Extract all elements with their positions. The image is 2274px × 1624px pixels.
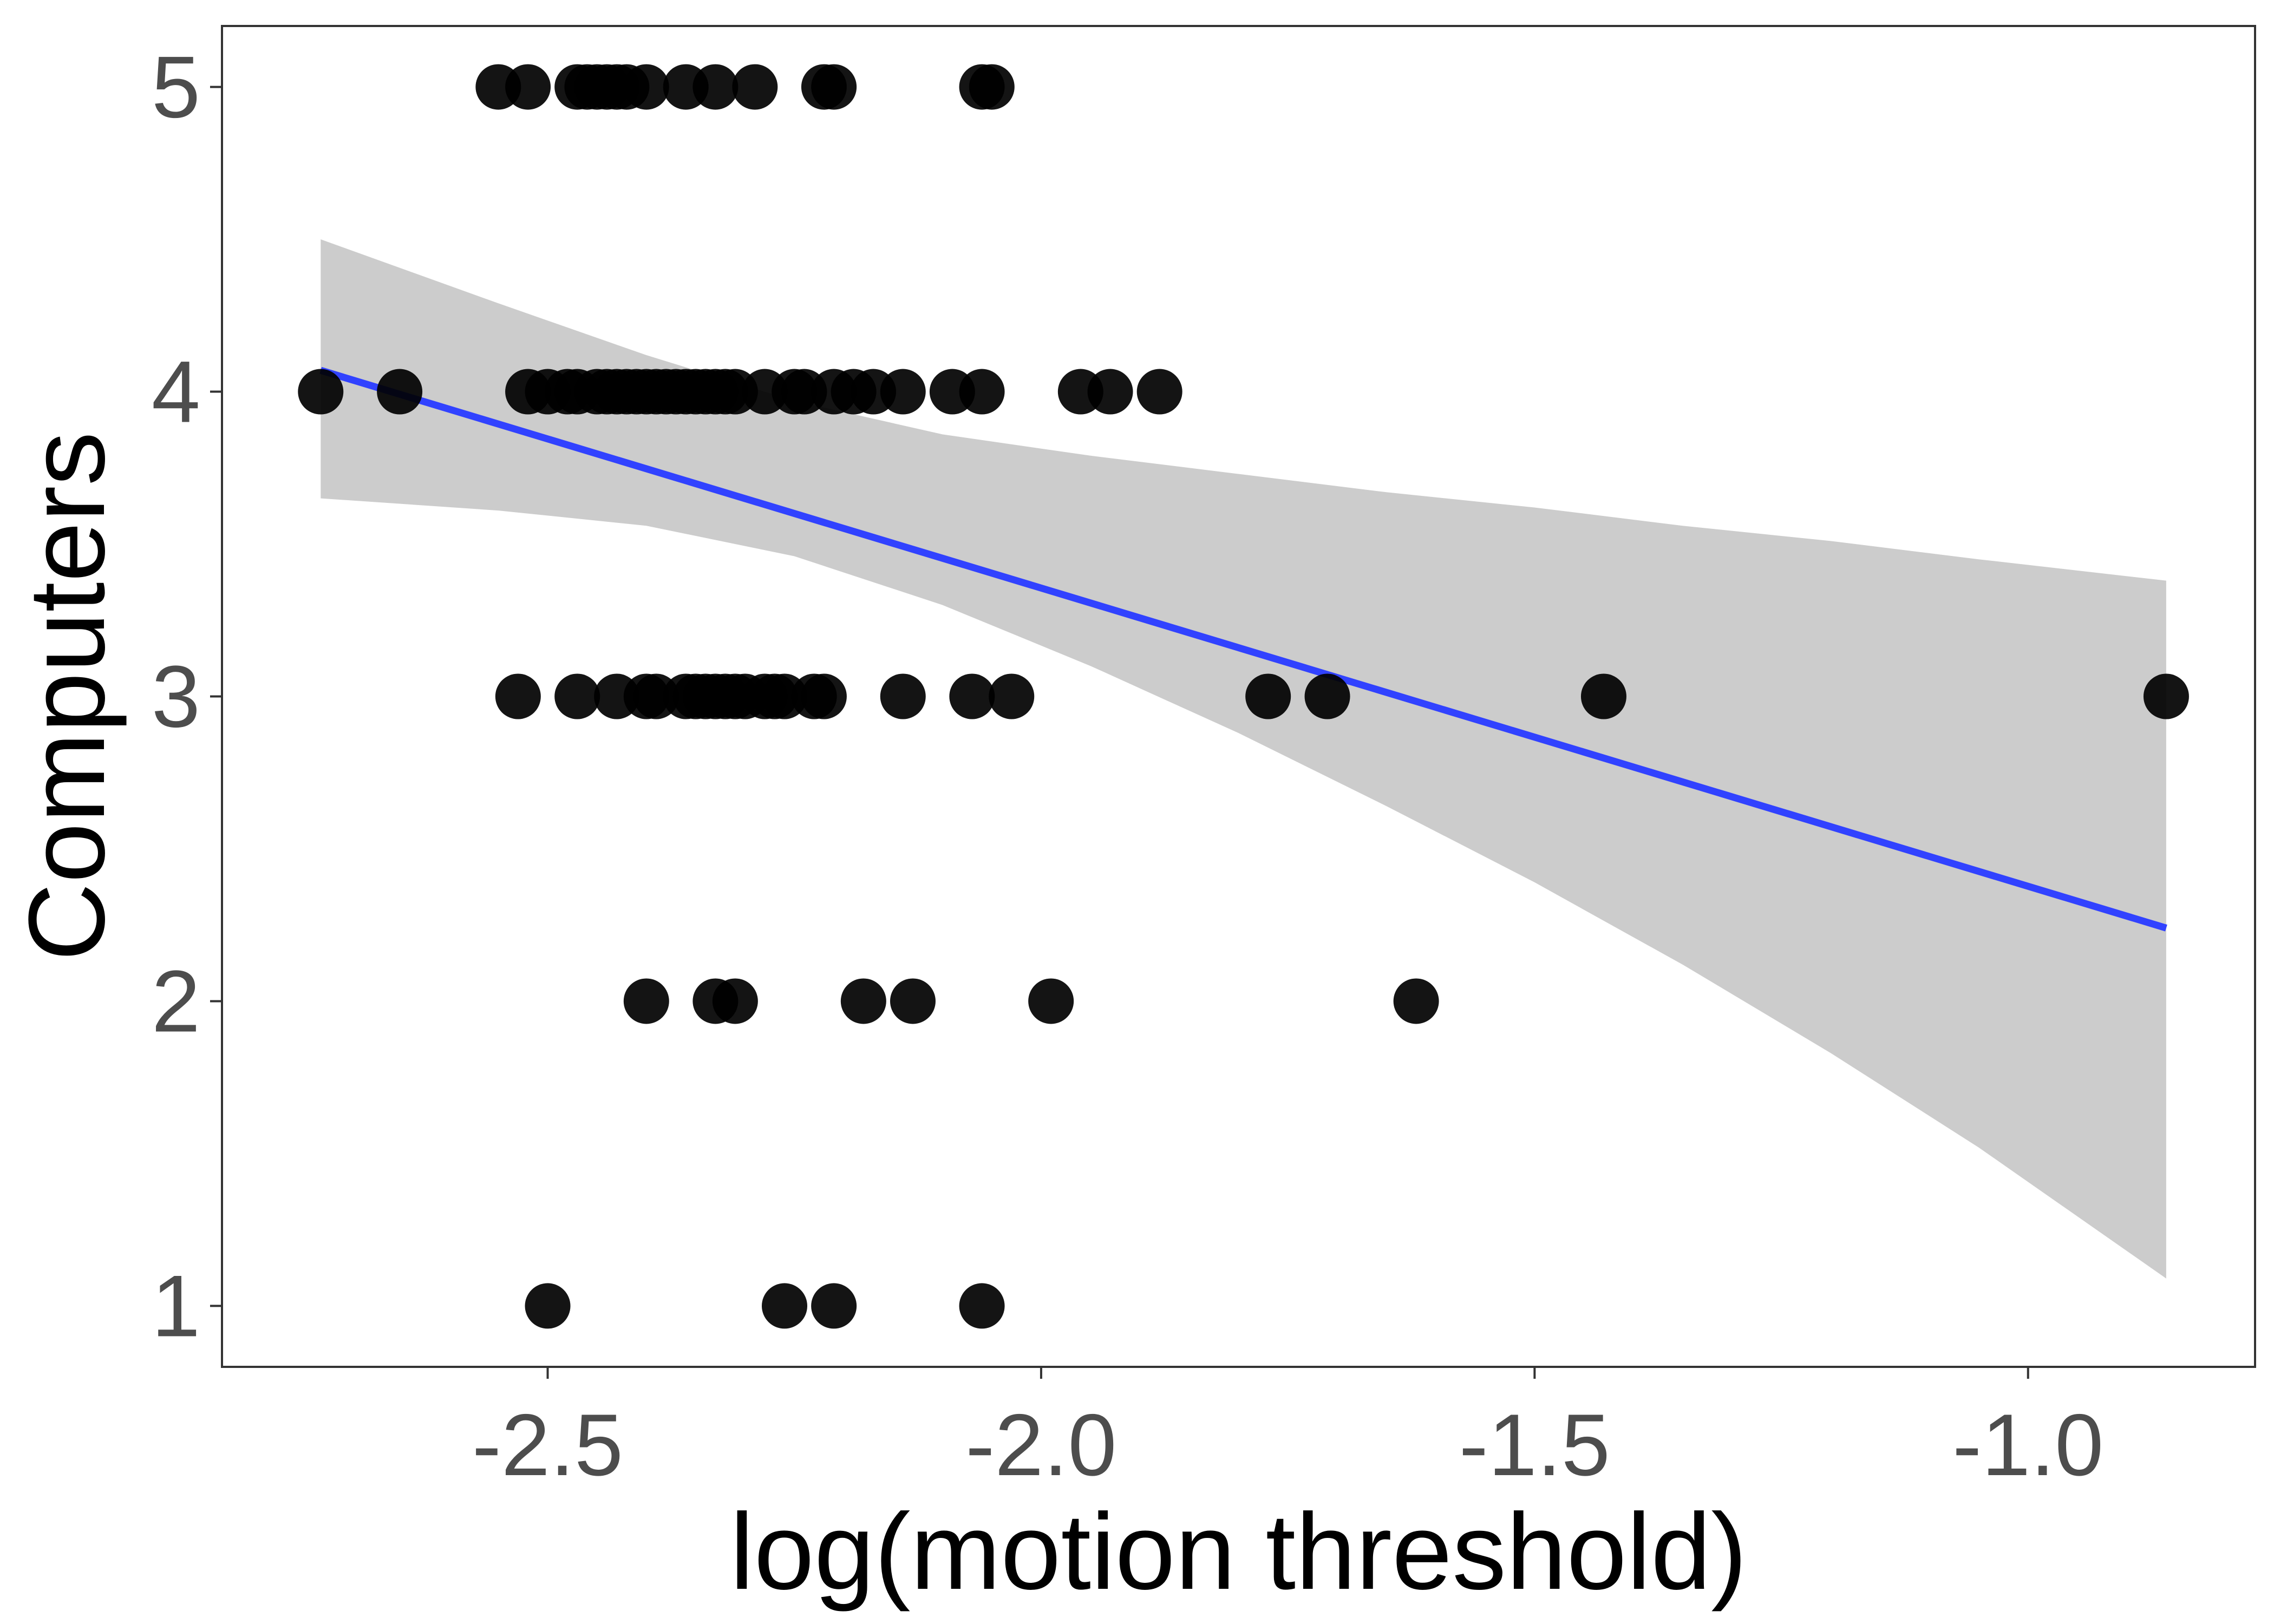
y-tick-label: 3: [152, 648, 200, 746]
data-point-65: [801, 673, 847, 719]
data-point-11: [732, 64, 778, 110]
data-point-10: [692, 64, 739, 110]
data-point-69: [1245, 673, 1291, 719]
data-point-72: [2143, 673, 2189, 719]
data-point-79: [1393, 978, 1439, 1024]
data-point-73: [623, 978, 669, 1024]
data-point-78: [1028, 978, 1074, 1024]
x-tick-label: -1.5: [1459, 1396, 1610, 1494]
data-point-43: [880, 369, 926, 415]
data-point-82: [811, 1283, 857, 1329]
data-point-45: [959, 369, 1005, 415]
y-tick-label: 4: [152, 343, 200, 441]
data-point-76: [840, 978, 886, 1024]
data-point-15: [969, 64, 1015, 110]
y-tick-label: 1: [152, 1257, 200, 1355]
data-point-83: [959, 1283, 1005, 1329]
x-axis-title: log(motion threshold): [730, 1491, 1747, 1612]
data-point-68: [989, 673, 1035, 719]
data-point-48: [1136, 369, 1182, 415]
data-point-80: [525, 1283, 571, 1329]
data-point-1: [505, 64, 551, 110]
data-point-17: [377, 369, 423, 415]
x-tick-label: -1.0: [1952, 1396, 2103, 1494]
y-axis-title: Computers: [6, 431, 127, 961]
data-point-8: [623, 64, 669, 110]
x-tick-label: -2.5: [472, 1396, 623, 1494]
data-point-70: [1304, 673, 1350, 719]
data-point-81: [762, 1283, 808, 1329]
data-point-66: [880, 673, 926, 719]
data-point-75: [712, 978, 758, 1024]
data-point-47: [1087, 369, 1133, 415]
y-tick-label: 2: [152, 952, 200, 1050]
data-point-71: [1580, 673, 1626, 719]
data-point-13: [811, 64, 857, 110]
data-point-50: [554, 673, 600, 719]
y-tick-label: 5: [152, 38, 200, 136]
regression-line: [319, 366, 2167, 932]
data-point-77: [890, 978, 936, 1024]
data-point-16: [298, 369, 344, 415]
x-tick-label: -2.0: [965, 1396, 1116, 1494]
data-point-49: [495, 673, 541, 719]
data-point-67: [949, 673, 995, 719]
confidence-band: [321, 239, 2166, 1279]
